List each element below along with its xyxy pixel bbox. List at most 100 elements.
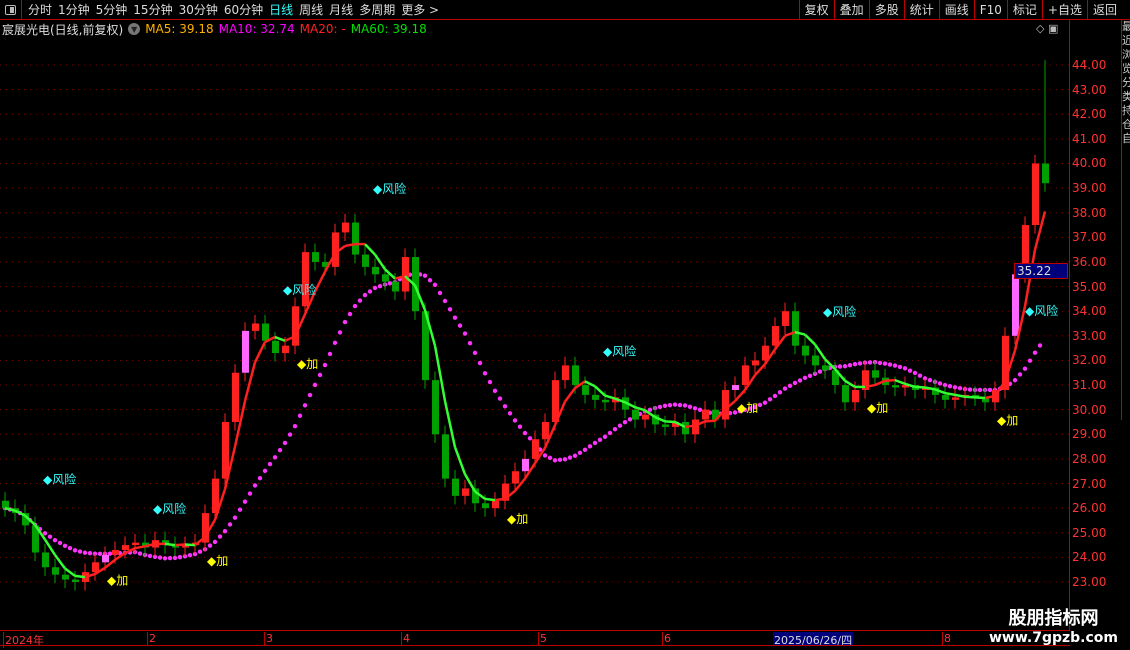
ma-line-segment: [334, 244, 346, 255]
ma-dot: [867, 360, 873, 365]
ma-line-segment: [604, 394, 616, 400]
ma-dot: [747, 406, 753, 411]
ma-dot: [212, 539, 218, 545]
toolbar-button[interactable]: 统计: [903, 0, 939, 20]
candle-body: [822, 365, 829, 371]
period-tab[interactable]: 15分钟: [133, 3, 173, 17]
candle-body: [232, 372, 239, 422]
ma-dot: [877, 360, 883, 366]
ma-dot: [542, 453, 548, 458]
ma-dot: [582, 447, 588, 452]
ma-dot: [777, 390, 783, 395]
diamond-icon[interactable]: ◇: [1036, 22, 1045, 35]
period-tab[interactable]: 30分钟: [178, 3, 218, 17]
price-tick: 28.00: [1072, 451, 1107, 466]
chevron-down-icon[interactable]: ▼: [128, 23, 141, 35]
toolbar-button[interactable]: 多股: [868, 0, 904, 20]
ma-dot: [457, 323, 463, 328]
ma-line-segment: [84, 572, 96, 579]
ma-dot: [157, 555, 163, 560]
candle-body: [1012, 274, 1019, 336]
panel-toggle-button[interactable]: [0, 0, 22, 20]
ma-line-segment: [4, 506, 16, 512]
period-tab[interactable]: 月线: [329, 3, 354, 17]
ma-dot: [312, 382, 318, 388]
ma-line-segment: [484, 497, 496, 502]
ma-line-segment: [134, 545, 146, 550]
ma-dot: [987, 387, 993, 393]
candle-body: [42, 552, 49, 568]
toolbar-button[interactable]: +自选: [1041, 0, 1087, 20]
period-tab[interactable]: 1分钟: [58, 3, 90, 17]
ma-dot: [547, 455, 553, 461]
ma-dot: [512, 418, 518, 423]
period-tab[interactable]: 周线: [299, 3, 324, 17]
ma-dot: [337, 330, 343, 335]
price-tick: 41.00: [1072, 131, 1107, 146]
ma-line-segment: [813, 343, 827, 360]
toolbar-button[interactable]: 复权: [798, 0, 834, 20]
time-tick: 4: [401, 632, 410, 645]
ma60-value: MA60: 39.18: [350, 22, 427, 36]
toolbar-button[interactable]: 标记: [1006, 0, 1042, 20]
ma-dot: [487, 379, 493, 385]
period-tab[interactable]: 分时: [28, 3, 53, 17]
ma-line-segment: [293, 313, 307, 337]
candle-body: [452, 478, 459, 496]
ma-line-segment: [223, 446, 237, 490]
ma-dot: [892, 363, 898, 368]
ma-dot: [907, 368, 913, 373]
ma-dot: [192, 551, 198, 557]
candle-body: [842, 385, 849, 403]
toolbar-button[interactable]: 画线: [938, 0, 974, 20]
candle-body: [112, 550, 119, 555]
panel-icon[interactable]: ▣: [1047, 22, 1059, 35]
ma-line-segment: [773, 335, 787, 351]
ma-dot: [587, 444, 593, 449]
ma-dot: [222, 528, 228, 534]
top-toolbar: 分时 1分钟 5分钟 15分钟 30分钟 60分钟 日线 周线 月线 多周期 更多 > 复权 叠加 多股…: [0, 0, 1130, 20]
ma-dot: [72, 548, 78, 553]
ma-dot: [857, 361, 863, 366]
ma-dot: [842, 364, 848, 369]
candle-body: [972, 394, 979, 398]
candle-body: [242, 330, 249, 373]
ma-dot: [472, 350, 478, 356]
time-tick: 5: [538, 632, 547, 645]
ma-dot: [1022, 366, 1028, 371]
time-tick: 6: [662, 632, 671, 645]
ma-dot: [352, 303, 358, 309]
period-tab[interactable]: 5分钟: [95, 3, 128, 17]
ma-dot: [607, 430, 613, 436]
ma-line-segment: [43, 538, 57, 556]
candle-body: [392, 281, 399, 292]
ma-dot: [322, 362, 328, 368]
ma-dot: [42, 531, 48, 536]
ma-dot: [387, 281, 393, 286]
ma-dot: [477, 360, 483, 366]
candle-body: [442, 434, 449, 479]
period-tab[interactable]: 日线: [269, 3, 294, 17]
add-signal: ◆加: [107, 573, 128, 587]
ma-dot: [1027, 358, 1033, 363]
ma-dot: [292, 424, 298, 429]
right-side-tabs[interactable]: 最近浏览分类持仓自: [1121, 20, 1130, 420]
toolbar-button[interactable]: 叠加: [833, 0, 869, 20]
ma-dot: [552, 458, 558, 463]
ma-dot: [572, 453, 578, 458]
period-tab[interactable]: 多周期: [359, 3, 396, 17]
ma-dot: [662, 403, 668, 409]
period-tab[interactable]: 60分钟: [223, 3, 264, 17]
candlestick-chart[interactable]: ◆风险 ◆风险 ◆风险 ◆风险 ◆风险 ◆风险 ◆风险 ◆加 ◆加 ◆加 ◆加 ◆加 ◆加 ◆加: [0, 38, 1069, 630]
ma-dot: [697, 407, 703, 413]
period-tab[interactable]: 更多 >: [401, 3, 440, 17]
ma-dot: [677, 402, 683, 408]
toolbar-button[interactable]: F10: [973, 0, 1007, 20]
candle-body: [952, 397, 959, 400]
ma-dot: [357, 298, 363, 303]
toolbar-button[interactable]: 返回: [1086, 0, 1122, 20]
ma-line-segment: [53, 554, 67, 570]
ma-line-segment: [174, 543, 186, 547]
candle-body: [22, 513, 29, 526]
ma-dot: [317, 372, 323, 378]
